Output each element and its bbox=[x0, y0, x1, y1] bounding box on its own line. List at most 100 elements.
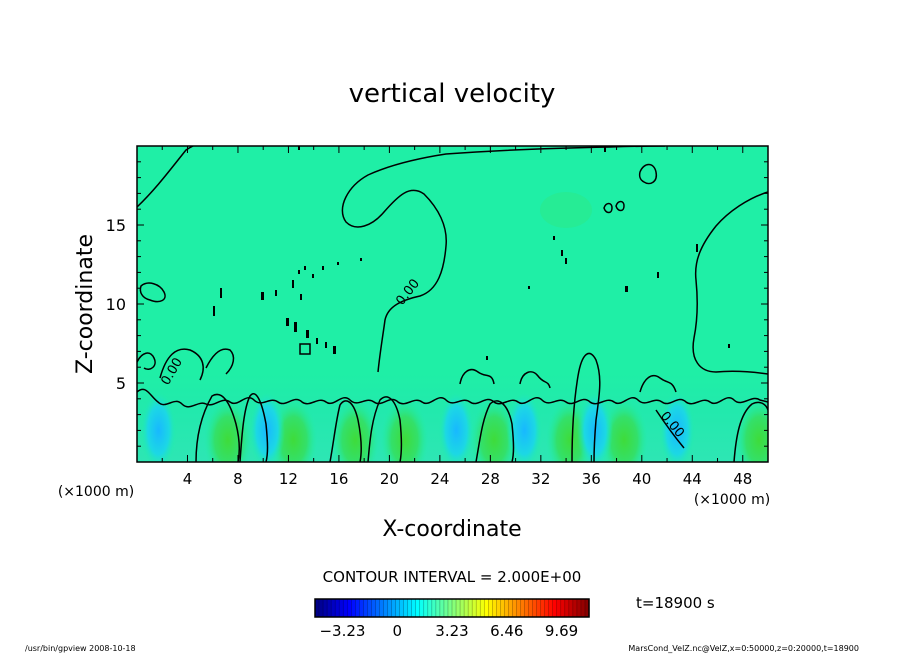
contour-plume-1 bbox=[195, 393, 241, 462]
contour-zero-upper-left bbox=[137, 146, 194, 208]
y-tick-label: 15 bbox=[106, 216, 126, 235]
footer-left: /usr/bin/gpview 2008-10-18 bbox=[25, 644, 136, 653]
contour-dot bbox=[316, 338, 318, 344]
contour-plume-4 bbox=[367, 396, 403, 462]
colorbar-cell bbox=[484, 599, 489, 617]
colorbar-cell bbox=[584, 599, 590, 617]
x-unit-left: (×1000 m) bbox=[58, 484, 134, 500]
colorbar-cell bbox=[456, 599, 461, 617]
colorbar-cell bbox=[572, 599, 578, 617]
colorbar-cell bbox=[520, 599, 526, 617]
contour-upper-right-blob bbox=[638, 163, 658, 185]
contour-diagonal-right bbox=[655, 409, 685, 449]
contour-dot bbox=[728, 344, 730, 348]
contour-dot bbox=[298, 146, 300, 150]
colorbar-cell bbox=[331, 599, 336, 617]
colorbar-cell bbox=[508, 599, 514, 617]
contour-dot bbox=[298, 270, 300, 274]
colorbar-cell bbox=[335, 599, 340, 617]
x-tick-label: 4 bbox=[183, 470, 193, 488]
colorbar-cell bbox=[480, 599, 485, 617]
downdraft-region bbox=[506, 390, 543, 462]
colorbar-cell bbox=[315, 599, 320, 617]
x-tick-label: 16 bbox=[329, 470, 348, 488]
colorbar-tick-label: 6.46 bbox=[490, 622, 523, 640]
contour-mid-left-small bbox=[205, 348, 235, 375]
colorbar-cell bbox=[415, 599, 421, 617]
colorbar-cell bbox=[339, 599, 344, 617]
contour-dot bbox=[299, 343, 311, 355]
x-tick-label: 40 bbox=[632, 470, 651, 488]
contour-plume-5 bbox=[475, 400, 515, 462]
colorbar-cell bbox=[472, 599, 477, 617]
contour-dot bbox=[322, 266, 324, 270]
x-axis-label: X-coordinate bbox=[382, 517, 521, 542]
colorbar-cell bbox=[556, 599, 562, 617]
colorbar-cell bbox=[516, 599, 522, 617]
colorbar-cell bbox=[552, 599, 558, 617]
plot-area: 0.00 0.00 0.00 bbox=[137, 146, 768, 462]
colorbar-cell bbox=[427, 599, 433, 617]
contour-lower-left-bump bbox=[137, 352, 156, 370]
colorbar-cell bbox=[391, 599, 397, 617]
contour-dot bbox=[261, 292, 264, 300]
updraft-plume bbox=[735, 397, 768, 462]
contour-plume-7 bbox=[733, 401, 768, 462]
colorbar-cell bbox=[460, 599, 465, 617]
x-tick-label: 12 bbox=[279, 470, 298, 488]
colorbar-cell bbox=[419, 599, 425, 617]
y-axis-ticks: 5 10 15 bbox=[106, 161, 768, 447]
colorbar-cell bbox=[512, 599, 518, 617]
colorbar-cell bbox=[443, 599, 449, 617]
downdraft-region bbox=[438, 390, 475, 462]
updraft-plume bbox=[470, 397, 519, 462]
colorbar-cell bbox=[367, 599, 373, 617]
colorbar-cell bbox=[492, 599, 497, 617]
x-unit-right: (×1000 m) bbox=[694, 492, 770, 508]
contour-dot bbox=[360, 258, 362, 261]
contour-mid-left-blob bbox=[159, 348, 204, 381]
contour-upper-mid-ring bbox=[603, 200, 625, 214]
downdraft-region bbox=[248, 390, 285, 462]
contour-plume-tops bbox=[459, 368, 677, 393]
contour-lines bbox=[137, 146, 768, 462]
contour-dots bbox=[213, 146, 730, 360]
contour-dot bbox=[312, 274, 314, 278]
contour-lower-boundary bbox=[137, 388, 768, 408]
colorbar-cell bbox=[504, 599, 510, 617]
colorbar-cell bbox=[407, 599, 413, 617]
downdraft-region bbox=[140, 390, 177, 462]
footer-right: MarsCond_VelZ.nc@VelZ,x=0:50000,z=0:2000… bbox=[628, 644, 859, 653]
colorbar-tick-label: −3.23 bbox=[319, 622, 365, 640]
colorbar-cell bbox=[387, 599, 393, 617]
colorbar-cell bbox=[500, 599, 505, 617]
colorbar-cell bbox=[496, 599, 501, 617]
y-tick-label: 10 bbox=[106, 295, 126, 314]
contour-zero-central bbox=[341, 146, 666, 373]
contour-dot bbox=[306, 330, 309, 338]
colorbar-cell bbox=[580, 599, 586, 617]
contour-dot bbox=[337, 262, 339, 265]
contour-dot bbox=[325, 342, 327, 348]
contour-dot bbox=[275, 290, 277, 296]
colorbar-cell bbox=[528, 599, 534, 617]
colorbar-cell bbox=[564, 599, 570, 617]
colorbar-cell bbox=[536, 599, 542, 617]
time-text: t=18900 s bbox=[636, 594, 715, 612]
y-axis-label: Z-coordinate bbox=[73, 234, 98, 374]
colorbar-cell bbox=[359, 599, 364, 617]
colorbar-cell bbox=[327, 599, 332, 617]
colorbar-tick-label: 0 bbox=[392, 622, 402, 640]
contour-dot bbox=[300, 294, 302, 300]
colorbar-cell bbox=[411, 599, 417, 617]
contour-dot bbox=[292, 280, 294, 288]
contour-plume-3 bbox=[329, 400, 363, 462]
colorbar-cell bbox=[423, 599, 429, 617]
contour-dot bbox=[486, 356, 488, 360]
colorbar-ticks: −3.23 0 3.23 6.46 9.69 bbox=[319, 622, 578, 640]
colorbar-cell bbox=[363, 599, 368, 617]
colorbar-cell bbox=[464, 599, 469, 617]
colorbar-cell bbox=[383, 599, 389, 617]
colorbar-cell bbox=[548, 599, 554, 617]
